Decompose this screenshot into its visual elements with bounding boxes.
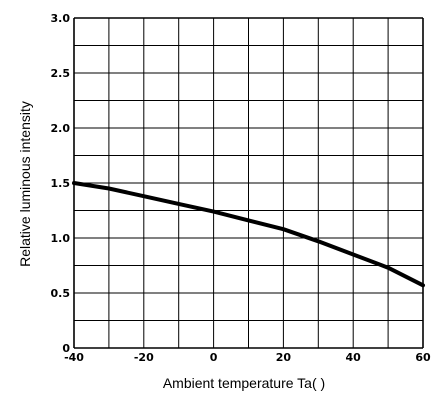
y-tick-label: 2.5: [51, 67, 71, 80]
series-line: [72, 181, 425, 288]
x-axis-label: Ambient temperature Ta( ): [163, 375, 325, 391]
y-tick-label: 0.5: [51, 287, 71, 300]
y-tick-label: 0: [62, 342, 70, 355]
x-tick-label: 20: [276, 351, 292, 364]
x-tick-label: -40: [64, 351, 84, 364]
y-tick-label: 1.5: [51, 177, 71, 190]
series-layer: [72, 181, 425, 288]
tick-labels: -40 -20 0 20 40 60 0 0.5 1.0 1.5 2.0 2.5 3.0: [51, 12, 431, 364]
x-tick-label: 40: [346, 351, 362, 364]
y-tick-label: 2.0: [51, 122, 71, 135]
x-tick-label: -20: [134, 351, 154, 364]
x-tick-label: 60: [415, 351, 431, 364]
y-tick-label: 1.0: [51, 232, 71, 245]
x-tick-label: 0: [210, 351, 218, 364]
y-tick-label: 3.0: [51, 12, 71, 25]
y-axis-label: Relative luminous intensity: [17, 101, 33, 267]
grid: [73, 17, 424, 349]
